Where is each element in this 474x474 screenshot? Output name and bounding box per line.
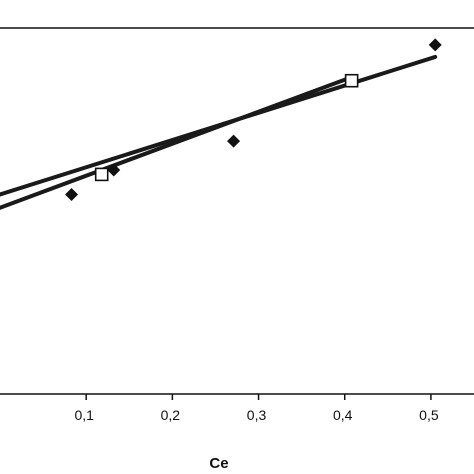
data-point-square xyxy=(344,73,359,88)
data-point-diamond xyxy=(428,38,442,52)
x-tick-label: 0,3 xyxy=(247,407,267,423)
x-axis-title: Ce xyxy=(209,455,228,472)
data-point-diamond xyxy=(65,188,79,202)
fit-line-series-2 xyxy=(0,76,352,210)
x-tick-label: 0,4 xyxy=(333,407,353,423)
x-tick-label: 0,1 xyxy=(74,407,94,423)
data-point-diamond xyxy=(107,163,121,177)
x-tick-label: 0,2 xyxy=(161,407,181,423)
x-tick-label: 0,5 xyxy=(419,407,439,423)
data-point-square xyxy=(94,167,109,182)
data-point-diamond xyxy=(227,134,241,148)
